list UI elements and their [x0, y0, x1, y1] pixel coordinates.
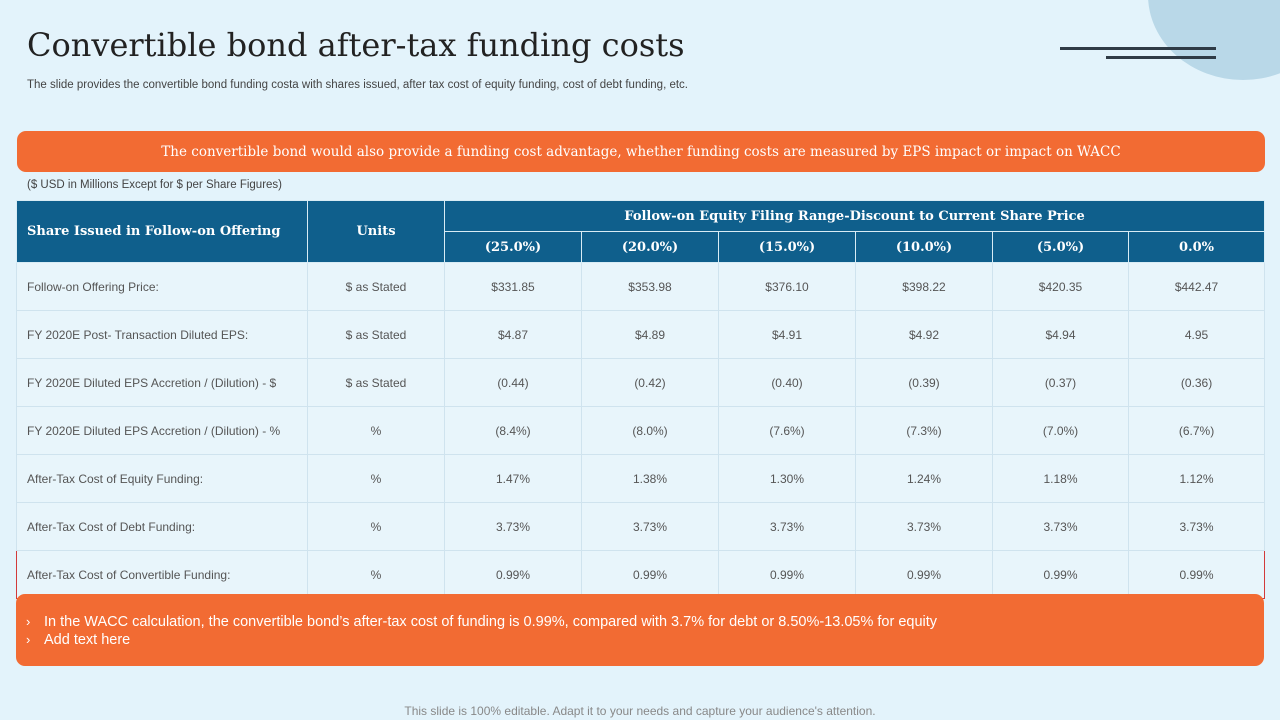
chevron-right-icon: › — [26, 614, 31, 629]
table-cell: $442.47 — [1127, 262, 1266, 311]
table-cell: 0.99% — [581, 550, 719, 599]
table-cell: 1.47% — [444, 454, 582, 503]
table-cell: 3.73% — [855, 502, 993, 551]
table-cell: (8.4%) — [444, 406, 582, 455]
table-cell: 3.73% — [992, 502, 1129, 551]
table-cell: $4.92 — [855, 310, 993, 359]
funding-cost-table: Share Issued in Follow-on Offering Units… — [16, 200, 1266, 599]
table-cell: 0.99% — [718, 550, 856, 599]
table-cell: 3.73% — [1127, 502, 1266, 551]
decorative-line — [1106, 56, 1216, 59]
table-cell: (0.40) — [718, 358, 856, 407]
table-cell: 1.30% — [718, 454, 856, 503]
table-cell: $376.10 — [718, 262, 856, 311]
page-subtitle: The slide provides the convertible bond … — [27, 79, 689, 91]
row-unit: $ as Stated — [307, 262, 445, 311]
decorative-line — [1060, 47, 1216, 50]
table-cell: 0.99% — [1127, 550, 1266, 599]
row-label: FY 2020E Diluted EPS Accretion / (Diluti… — [16, 406, 308, 455]
table-cell: 3.73% — [581, 502, 719, 551]
table-row: After-Tax Cost of Convertible Funding:% 0… — [16, 550, 1266, 599]
row-label: After-Tax Cost of Equity Funding: — [16, 454, 308, 503]
table-cell: 0.99% — [444, 550, 582, 599]
table-cell: 4.95 — [1127, 310, 1266, 359]
subheader-discount: (10.0%) — [855, 231, 993, 263]
row-unit: % — [307, 454, 445, 503]
row-label: Follow-on Offering Price: — [16, 262, 308, 311]
table-cell: (0.36) — [1127, 358, 1266, 407]
table-row: After-Tax Cost of Equity Funding:% 1.47% 1… — [16, 454, 1266, 503]
table-cell: (0.44) — [444, 358, 582, 407]
table-cell: (0.39) — [855, 358, 993, 407]
table-cell: $331.85 — [444, 262, 582, 311]
row-label: After-Tax Cost of Debt Funding: — [16, 502, 308, 551]
row-label: FY 2020E Post- Transaction Diluted EPS: — [16, 310, 308, 359]
row-unit: % — [307, 502, 445, 551]
bullet-item: › Add text here — [26, 631, 1250, 649]
table-cell: 3.73% — [718, 502, 856, 551]
table-cell: $398.22 — [855, 262, 993, 311]
table-cell: 1.38% — [581, 454, 719, 503]
table-cell: (0.37) — [992, 358, 1129, 407]
table-cell: $4.94 — [992, 310, 1129, 359]
table-row: FY 2020E Diluted EPS Accretion / (Diluti… — [16, 406, 1266, 455]
table-row: FY 2020E Diluted EPS Accretion / (Diluti… — [16, 358, 1266, 407]
row-label: After-Tax Cost of Convertible Funding: — [16, 550, 308, 599]
bullet-text: Add text here — [44, 632, 131, 648]
units-note: ($ USD in Millions Except for $ per Shar… — [27, 179, 283, 191]
subheader-discount: (25.0%) — [444, 231, 582, 263]
table-cell: 1.18% — [992, 454, 1129, 503]
highlight-banner: The convertible bond would also provide … — [17, 131, 1265, 172]
decorative-circle — [1148, 0, 1280, 80]
header-share-issued: Share Issued in Follow-on Offering — [16, 200, 308, 263]
row-label: FY 2020E Diluted EPS Accretion / (Diluti… — [16, 358, 308, 407]
table-cell: $353.98 — [581, 262, 719, 311]
table-cell: $4.89 — [581, 310, 719, 359]
subheader-discount: (15.0%) — [718, 231, 856, 263]
header-units: Units — [307, 200, 445, 263]
footer-note: This slide is 100% editable. Adapt it to… — [404, 704, 876, 718]
summary-box: › In the WACC calculation, the convertibl… — [16, 594, 1264, 666]
row-unit: $ as Stated — [307, 358, 445, 407]
bullet-text: In the WACC calculation, the convertible… — [44, 614, 938, 630]
page-title: Convertible bond after-tax funding costs — [27, 26, 685, 64]
table-cell: (7.6%) — [718, 406, 856, 455]
table-cell: (6.7%) — [1127, 406, 1266, 455]
subheader-discount: (5.0%) — [992, 231, 1129, 263]
table-row: After-Tax Cost of Debt Funding:% 3.73% 3.7… — [16, 502, 1266, 551]
table-cell: 1.12% — [1127, 454, 1266, 503]
table-cell: $4.91 — [718, 310, 856, 359]
row-unit: % — [307, 550, 445, 599]
chevron-right-icon: › — [26, 632, 31, 647]
table-cell: 3.73% — [444, 502, 582, 551]
table-cell: (8.0%) — [581, 406, 719, 455]
table-cell: $420.35 — [992, 262, 1129, 311]
table-row: Follow-on Offering Price: $ as Stated $331… — [16, 262, 1266, 311]
table-cell: $4.87 — [444, 310, 582, 359]
subheader-discount: (20.0%) — [581, 231, 719, 263]
bullet-item: › In the WACC calculation, the convertibl… — [26, 613, 1250, 631]
row-unit: $ as Stated — [307, 310, 445, 359]
table-row: FY 2020E Post- Transaction Diluted EPS: $… — [16, 310, 1266, 359]
table-cell: 1.24% — [855, 454, 993, 503]
table-cell: (0.42) — [581, 358, 719, 407]
table-cell: 0.99% — [855, 550, 993, 599]
table-cell: (7.3%) — [855, 406, 993, 455]
header-discount-range: Follow-on Equity Filing Range-Discount t… — [443, 200, 1266, 232]
subheader-discount: 0.0% — [1127, 231, 1266, 263]
table-cell: (7.0%) — [992, 406, 1129, 455]
row-unit: % — [307, 406, 445, 455]
table-cell: 0.99% — [992, 550, 1129, 599]
